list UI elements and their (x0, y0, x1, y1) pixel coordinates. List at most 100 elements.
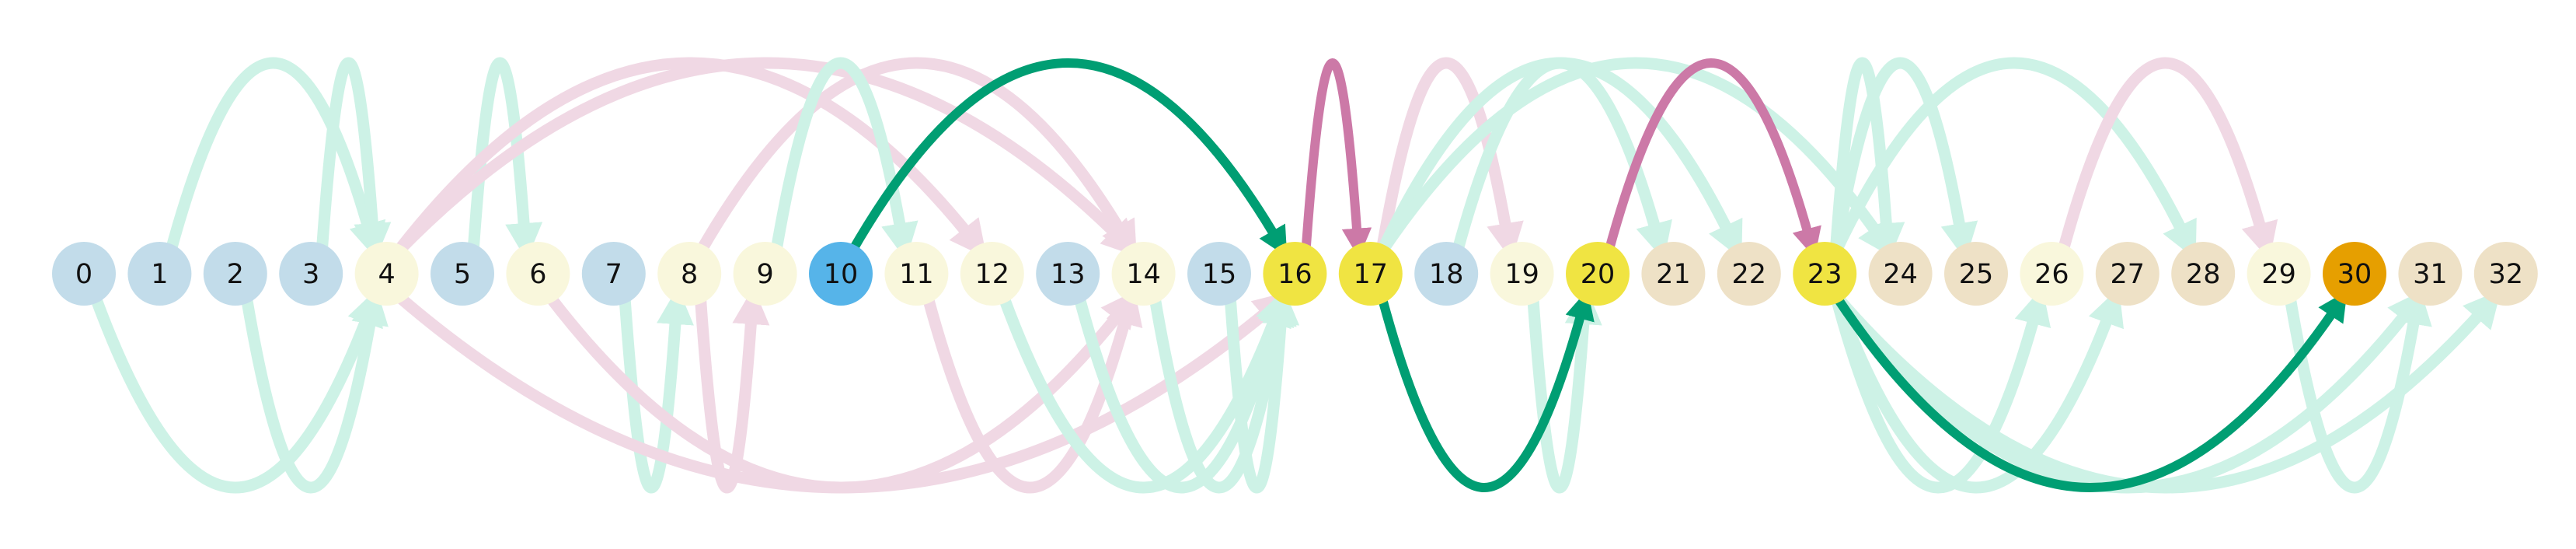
node-label: 2 (227, 259, 244, 290)
edge-4-to-12 (392, 57, 988, 258)
node-18: 18 (1414, 242, 1479, 306)
node-circle (960, 242, 1024, 306)
node-17: 17 (1338, 242, 1403, 306)
highlighted-edges (847, 58, 2348, 492)
node-label: 28 (2186, 259, 2221, 290)
node-0: 0 (52, 242, 116, 306)
node-label: 32 (2489, 259, 2524, 290)
edge-19-to-20 (1527, 287, 1602, 494)
node-circle (1868, 242, 1933, 306)
node-11: 11 (884, 242, 949, 306)
node-circle (430, 242, 494, 306)
node-label: 30 (2337, 259, 2372, 290)
node-16: 16 (1263, 242, 1327, 306)
node-9: 9 (733, 242, 797, 306)
node-10: 10 (809, 242, 873, 306)
node-3: 3 (279, 242, 343, 306)
node-label: 4 (378, 259, 395, 290)
edge-23-to-28 (1829, 57, 2197, 260)
node-circle (2247, 242, 2311, 306)
node-circle (1187, 242, 1251, 306)
node-circle (1793, 242, 1857, 306)
edge-8-to-9 (694, 287, 770, 494)
nodes: 0 1 2 3 4 5 6 7 8 9 10 11 12 13 14 15 16 17 18 19 20 21 22 23 24… (52, 242, 2538, 306)
node-29: 29 (2247, 242, 2311, 306)
node-label: 15 (1202, 259, 1237, 290)
edge-9-to-11 (770, 57, 919, 261)
edge-23-to-30 (1831, 291, 2348, 492)
node-label: 20 (1581, 259, 1616, 290)
node-label: 27 (2111, 259, 2146, 290)
node-label: 1 (151, 259, 168, 290)
node-label: 5 (454, 259, 471, 290)
node-label: 22 (1732, 259, 1767, 290)
edge-23-to-27 (1829, 287, 2124, 494)
edge-17-to-20 (1376, 289, 1595, 492)
node-circle (657, 242, 722, 306)
node-label: 16 (1278, 259, 1312, 290)
node-label: 31 (2413, 259, 2448, 290)
edge-15-to-16 (1224, 287, 1300, 494)
node-20: 20 (1566, 242, 1630, 306)
faint-edges (89, 57, 2501, 494)
node-circle (1036, 242, 1100, 306)
node-label: 19 (1504, 259, 1539, 290)
node-circle (884, 242, 949, 306)
node-circle (52, 242, 116, 306)
node-circle (1944, 242, 2008, 306)
node-23: 23 (1793, 242, 1857, 306)
node-circle (203, 242, 267, 306)
node-22: 22 (1717, 242, 1781, 306)
edge-14-to-16 (1149, 287, 1297, 494)
node-circle (581, 242, 646, 306)
node-14: 14 (1111, 242, 1176, 306)
node-30: 30 (2323, 242, 2386, 306)
node-circle (809, 242, 873, 306)
edge-26-to-29 (2056, 57, 2278, 261)
edge-3-to-4 (315, 57, 392, 261)
node-label: 10 (824, 259, 859, 290)
node-label: 0 (75, 259, 92, 290)
node-label: 7 (605, 259, 622, 290)
node-7: 7 (581, 242, 646, 306)
node-label: 8 (681, 259, 698, 290)
node-circle (1263, 242, 1327, 306)
node-label: 3 (302, 259, 319, 290)
node-28: 28 (2171, 242, 2236, 306)
node-circle (1641, 242, 1706, 306)
node-label: 13 (1051, 259, 1086, 290)
node-label: 29 (2261, 259, 2296, 290)
edge-4-to-16 (392, 289, 1291, 494)
node-31: 31 (2398, 242, 2463, 306)
node-25: 25 (1944, 242, 2008, 306)
node-circle (2020, 242, 2084, 306)
node-circle (2095, 242, 2159, 306)
node-circle (279, 242, 343, 306)
edge-17-to-24 (1375, 57, 1895, 259)
node-19: 19 (1490, 242, 1554, 306)
node-label: 21 (1656, 259, 1691, 290)
node-8: 8 (657, 242, 722, 306)
edge-23-to-26 (1829, 287, 2051, 494)
edge-10-to-16 (847, 58, 1288, 257)
node-1: 1 (127, 242, 192, 306)
node-5: 5 (430, 242, 494, 306)
node-label: 25 (1959, 259, 1994, 290)
node-circle (1717, 242, 1781, 306)
edge-1-to-4 (164, 57, 386, 261)
node-circle (2398, 242, 2463, 306)
node-circle (1338, 242, 1403, 306)
node-21: 21 (1641, 242, 1706, 306)
node-circle (2323, 242, 2386, 306)
node-circle (1414, 242, 1479, 306)
node-circle (1490, 242, 1554, 306)
node-label: 11 (899, 259, 934, 290)
node-circle (1566, 242, 1630, 306)
edge-17-to-22 (1375, 57, 1743, 260)
node-4: 4 (354, 242, 419, 306)
node-label: 12 (975, 259, 1010, 290)
edge-29-to-31 (2284, 287, 2432, 494)
edge-13-to-16 (1072, 287, 1295, 494)
edge-0-to-4 (89, 287, 383, 494)
node-circle (354, 242, 419, 306)
